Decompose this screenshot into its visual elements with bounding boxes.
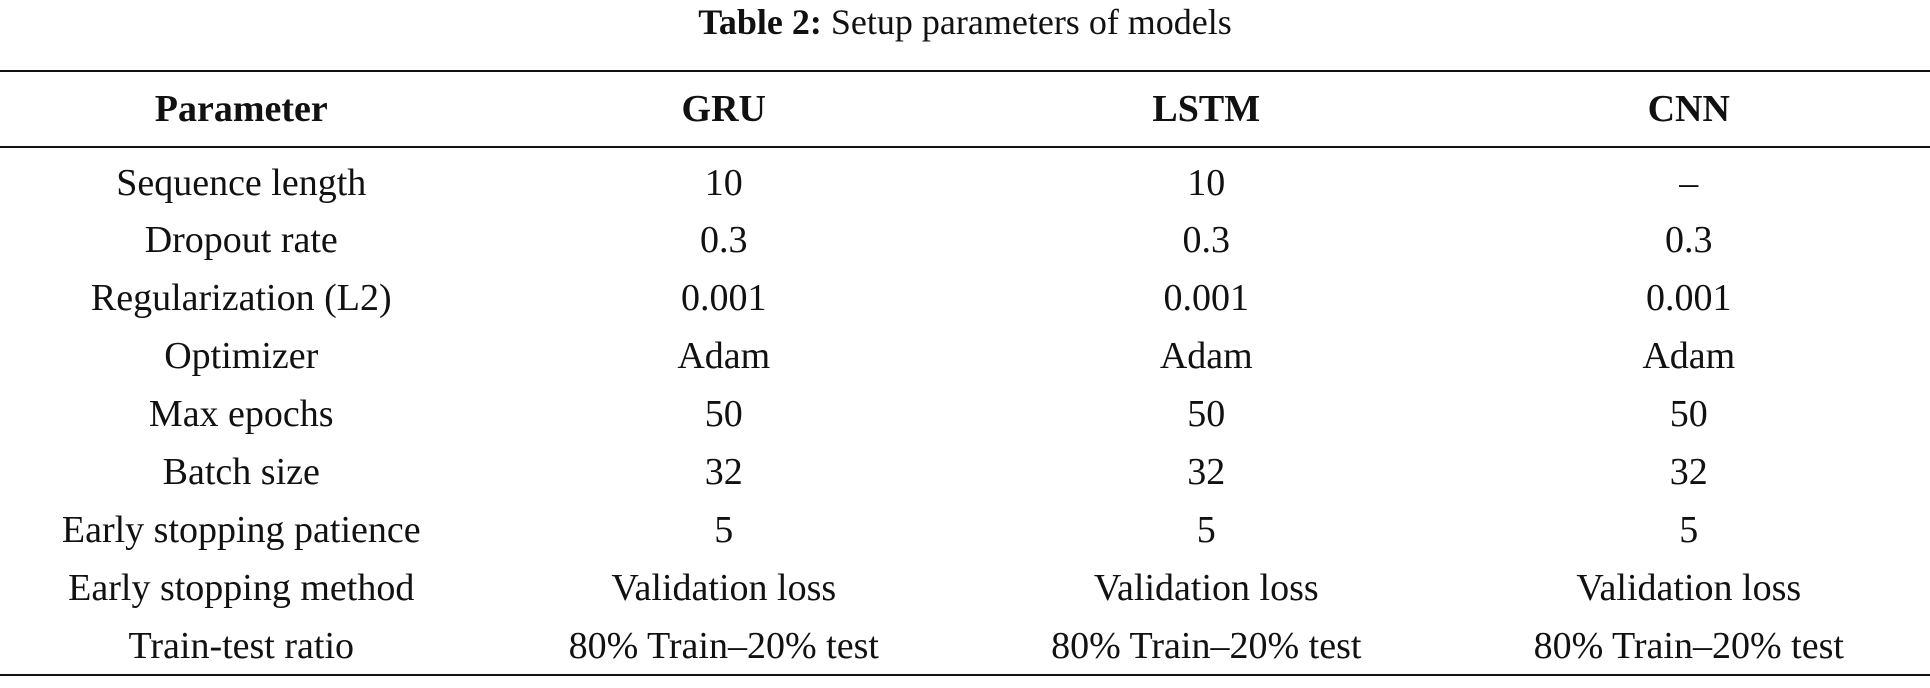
parameter-value: Validation loss — [1576, 567, 1802, 609]
header-cell: CNN — [1647, 88, 1730, 130]
parameter-value: – — [1679, 161, 1699, 204]
table-row: Batch size 32 32 32 — [0, 443, 1930, 501]
table-row: Sequence length 10 10 – — [0, 147, 1930, 211]
parameter-value: Adam — [677, 335, 771, 377]
parameter-value: Adam — [1159, 335, 1253, 377]
header-cell: LSTM — [1152, 88, 1261, 130]
table-body: Sequence length 10 10 – Dropout rate 0.3 0.3 0.… — [0, 147, 1930, 675]
parameter-value: 10 — [1187, 161, 1226, 204]
parameter-value: 80% Train–20% test — [1051, 624, 1362, 667]
parameter-value: 5 — [1679, 509, 1699, 551]
table-row: Max epochs 50 50 50 — [0, 385, 1930, 443]
parameter-value: Validation loss — [611, 567, 837, 609]
parameter-name: Max epochs — [148, 393, 334, 435]
parameter-value: 10 — [704, 161, 743, 204]
table-row: Train-test ratio 80% Train–20% test 80% Tr… — [0, 617, 1930, 675]
parameter-value: 0.001 — [1646, 277, 1732, 319]
parameter-value: 5 — [714, 509, 734, 551]
parameter-value: 80% Train–20% test — [568, 624, 879, 667]
parameter-value: Adam — [1642, 335, 1736, 377]
parameter-value: 5 — [1196, 509, 1216, 551]
parameter-value: 50 — [704, 393, 743, 435]
parameter-value: 32 — [1187, 451, 1226, 493]
table-caption: Table 2: Setup parameters of models — [0, 0, 1930, 44]
caption-label: Table 2: — [698, 2, 822, 42]
header-row: Parameter GRU LSTM CNN — [0, 71, 1930, 147]
table-row: Dropout rate 0.3 0.3 0.3 — [0, 211, 1930, 269]
parameter-name: Train-test ratio — [128, 624, 354, 667]
caption-text: Setup parameters of models — [830, 2, 1232, 42]
parameter-value: 80% Train–20% test — [1533, 624, 1844, 667]
parameter-name: Batch size — [162, 451, 320, 493]
parameter-name: Optimizer — [164, 335, 319, 377]
parameter-value: 32 — [1669, 451, 1708, 493]
parameter-value: 0.3 — [1665, 219, 1713, 261]
parameter-value: 50 — [1187, 393, 1226, 435]
parameter-name: Early stopping patience — [61, 509, 421, 551]
table-row: Early stopping method Validation loss Vali… — [0, 559, 1930, 617]
table-row: Early stopping patience 5 5 5 — [0, 501, 1930, 559]
parameter-name: Regularization (L2) — [90, 277, 392, 319]
parameter-name: Dropout rate — [144, 219, 338, 261]
header-cell: Parameter — [154, 88, 328, 130]
parameter-name: Early stopping method — [68, 567, 415, 609]
parameter-value: 0.3 — [1182, 219, 1231, 261]
table-header: Parameter GRU LSTM CNN — [0, 71, 1930, 147]
parameter-value: Validation loss — [1093, 567, 1319, 609]
parameter-value: 0.3 — [700, 219, 748, 261]
parameter-value: 32 — [704, 451, 743, 493]
parameter-value: 0.001 — [1163, 277, 1250, 319]
parameter-value: 50 — [1669, 393, 1708, 435]
header-cell: GRU — [681, 88, 766, 130]
table-row: Regularization (L2) 0.001 0.001 0.001 — [0, 269, 1930, 327]
parameter-name: Sequence length — [116, 161, 367, 204]
parameters-table: Parameter GRU LSTM CNN Sequence length 10 10 –… — [0, 70, 1930, 676]
table-row: Optimizer Adam Adam Adam — [0, 327, 1930, 385]
parameter-value: 0.001 — [681, 277, 767, 319]
